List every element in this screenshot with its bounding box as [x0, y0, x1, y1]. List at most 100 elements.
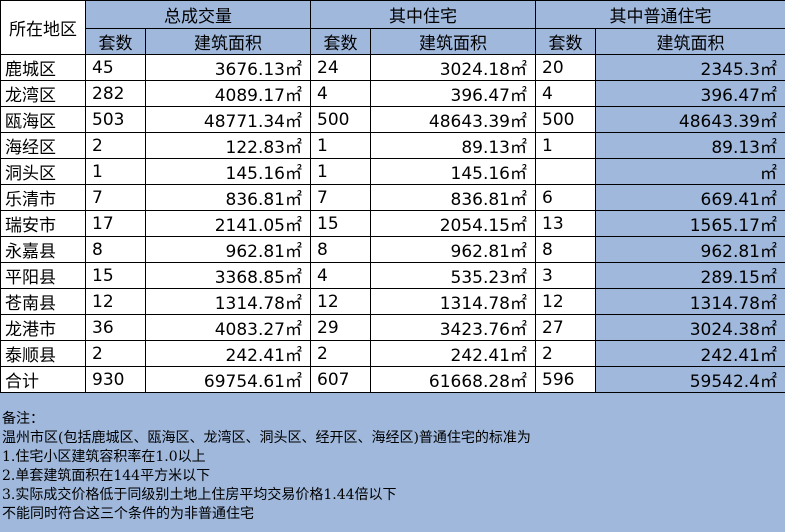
- notes-title: 备注：: [2, 411, 44, 427]
- region-cell: 瓯海区: [0, 106, 86, 133]
- table-row: 泰顺县 2 242.41㎡ 2 242.41㎡ 2 242.41㎡: [0, 340, 785, 367]
- header-residential-area: 建筑面积: [370, 28, 536, 55]
- ordinary-sets-cell: 20: [535, 54, 596, 81]
- total-sets-cell: 503: [85, 106, 146, 133]
- residential-area-cell: 836.81㎡: [370, 184, 536, 211]
- header-total: 总成交量: [85, 0, 311, 29]
- total-area-cell: 1314.78㎡: [145, 288, 311, 315]
- total-area-cell: 145.16㎡: [145, 158, 311, 185]
- total-row: 合计 930 69754.61㎡ 607 61668.28㎡ 596 59542.4㎡: [0, 366, 785, 393]
- transaction-table: 所在地区 总成交量 其中住宅 其中普通住宅 套数 建筑面积 套数 建筑面积 套数…: [0, 0, 785, 393]
- total-sets-cell: 282: [85, 80, 146, 107]
- total-sets-cell: 36: [85, 314, 146, 341]
- residential-sets-cell: 500: [310, 106, 371, 133]
- region-cell: 合计: [0, 366, 86, 393]
- ordinary-sets-cell: [535, 158, 596, 185]
- ordinary-area-cell: 669.41㎡: [595, 184, 785, 211]
- table-row: 永嘉县 8 962.81㎡ 8 962.81㎡ 8 962.81㎡: [0, 236, 785, 263]
- residential-sets-cell: 2: [310, 340, 371, 367]
- residential-sets-cell: 12: [310, 288, 371, 315]
- region-cell: 苍南县: [0, 288, 86, 315]
- ordinary-area-cell: 3024.38㎡: [595, 314, 785, 341]
- residential-sets-cell: 4: [310, 262, 371, 289]
- table-row: 平阳县 15 3368.85㎡ 4 535.23㎡ 3 289.15㎡: [0, 262, 785, 289]
- total-sets-cell: 12: [85, 288, 146, 315]
- residential-sets-cell: 15: [310, 210, 371, 237]
- region-cell: 龙湾区: [0, 80, 86, 107]
- ordinary-sets-cell: 3: [535, 262, 596, 289]
- residential-area-cell: 535.23㎡: [370, 262, 536, 289]
- table-row: 海经区 2 122.83㎡ 1 89.13㎡ 1 89.13㎡: [0, 132, 785, 159]
- table-row: 瑞安市 17 2141.05㎡ 15 2054.15㎡ 13 1565.17㎡: [0, 210, 785, 237]
- table-row: 龙湾区 282 4089.17㎡ 4 396.47㎡ 4 396.47㎡: [0, 80, 785, 107]
- total-area-cell: 4089.17㎡: [145, 80, 311, 107]
- residential-area-cell: 242.41㎡: [370, 340, 536, 367]
- ordinary-sets-cell: 12: [535, 288, 596, 315]
- residential-sets-cell: 4: [310, 80, 371, 107]
- table-row: 龙港市 36 4083.27㎡ 29 3423.76㎡ 27 3024.38㎡: [0, 314, 785, 341]
- region-cell: 平阳县: [0, 262, 86, 289]
- total-area-cell: 962.81㎡: [145, 236, 311, 263]
- notes-line: 2.单套建筑面积在144平方米以下: [2, 468, 211, 484]
- residential-area-cell: 3024.18㎡: [370, 54, 536, 81]
- total-sets-cell: 1: [85, 158, 146, 185]
- residential-sets-cell: 1: [310, 158, 371, 185]
- total-area-cell: 48771.34㎡: [145, 106, 311, 133]
- ordinary-area-cell: 242.41㎡: [595, 340, 785, 367]
- table-row: 乐清市 7 836.81㎡ 7 836.81㎡ 6 669.41㎡: [0, 184, 785, 211]
- residential-area-cell: 1314.78㎡: [370, 288, 536, 315]
- total-sets-cell: 8: [85, 236, 146, 263]
- header-total-sets: 套数: [85, 28, 146, 55]
- table-row: 鹿城区 45 3676.13㎡ 24 3024.18㎡ 20 2345.3㎡: [0, 54, 785, 81]
- total-sets-cell: 45: [85, 54, 146, 81]
- ordinary-area-cell: 289.15㎡: [595, 262, 785, 289]
- total-sets-cell: 17: [85, 210, 146, 237]
- residential-area-cell: 2054.15㎡: [370, 210, 536, 237]
- residential-sets-cell: 8: [310, 236, 371, 263]
- notes-line: 3.实际成交价格低于同级别土地上住房平均交易价格1.44倍以下: [2, 487, 397, 503]
- region-cell: 泰顺县: [0, 340, 86, 367]
- total-area-cell: 122.83㎡: [145, 132, 311, 159]
- header-residential: 其中住宅: [310, 0, 536, 29]
- notes: 备注： 温州市区(包括鹿城区、瓯海区、龙湾区、洞头区、经开区、海经区)普通住宅的…: [2, 410, 782, 524]
- ordinary-sets-cell: 500: [535, 106, 596, 133]
- ordinary-area-cell: 1314.78㎡: [595, 288, 785, 315]
- total-sets-cell: 15: [85, 262, 146, 289]
- notes-line: 1.住宅小区建筑容积率在1.0以上: [2, 449, 206, 465]
- header-row-groups: 所在地区 总成交量 其中住宅 其中普通住宅: [0, 0, 785, 55]
- ordinary-sets-cell: 1: [535, 132, 596, 159]
- total-sets-cell: 7: [85, 184, 146, 211]
- residential-area-cell: 48643.39㎡: [370, 106, 536, 133]
- notes-line: 不能同时符合这三个条件的为非普通住宅: [2, 506, 254, 522]
- residential-area-cell: 61668.28㎡: [370, 366, 536, 393]
- ordinary-area-cell: 89.13㎡: [595, 132, 785, 159]
- ordinary-area-cell: 396.47㎡: [595, 80, 785, 107]
- residential-sets-cell: 29: [310, 314, 371, 341]
- ordinary-sets-cell: 6: [535, 184, 596, 211]
- region-cell: 洞头区: [0, 158, 86, 185]
- header-ordinary-area: 建筑面积: [595, 28, 785, 55]
- residential-area-cell: 3423.76㎡: [370, 314, 536, 341]
- total-area-cell: 4083.27㎡: [145, 314, 311, 341]
- header-ordinary-sets: 套数: [535, 28, 596, 55]
- residential-sets-cell: 24: [310, 54, 371, 81]
- residential-area-cell: 962.81㎡: [370, 236, 536, 263]
- ordinary-sets-cell: 13: [535, 210, 596, 237]
- total-sets-cell: 2: [85, 132, 146, 159]
- total-area-cell: 3368.85㎡: [145, 262, 311, 289]
- ordinary-area-cell: 2345.3㎡: [595, 54, 785, 81]
- region-cell: 龙港市: [0, 314, 86, 341]
- region-cell: 瑞安市: [0, 210, 86, 237]
- ordinary-sets-cell: 4: [535, 80, 596, 107]
- total-area-cell: 242.41㎡: [145, 340, 311, 367]
- total-sets-cell: 930: [85, 366, 146, 393]
- region-cell: 鹿城区: [0, 54, 86, 81]
- header-total-area: 建筑面积: [145, 28, 311, 55]
- ordinary-sets-cell: 27: [535, 314, 596, 341]
- total-area-cell: 836.81㎡: [145, 184, 311, 211]
- region-cell: 海经区: [0, 132, 86, 159]
- region-cell: 永嘉县: [0, 236, 86, 263]
- residential-sets-cell: 7: [310, 184, 371, 211]
